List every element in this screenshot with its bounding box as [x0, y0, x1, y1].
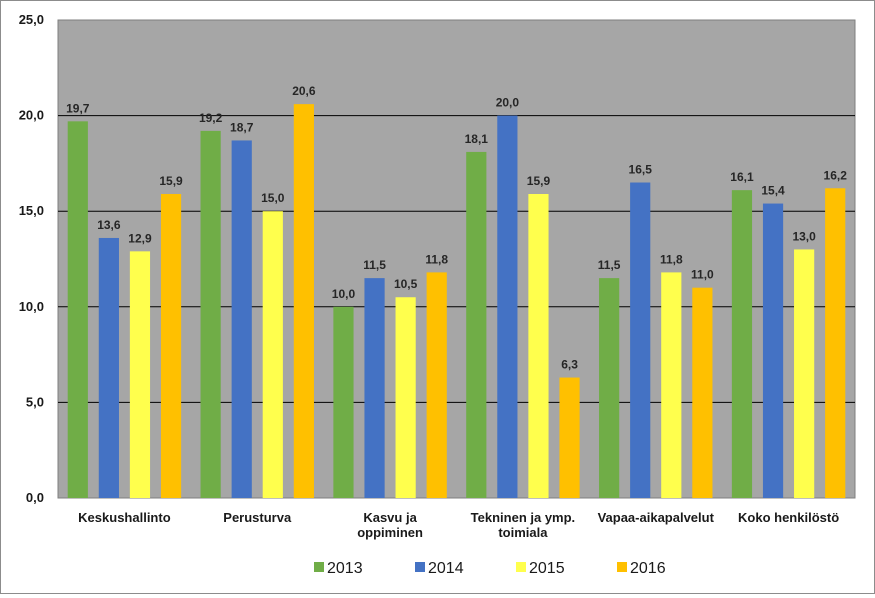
data-label: 13,6 [97, 218, 121, 232]
bar-2013 [731, 190, 753, 498]
bar-2014 [98, 237, 119, 498]
y-axis: 0,0 5,0 10,0 15,0 20,0 25,0 [19, 12, 44, 505]
legend-label: 2013 [327, 560, 363, 577]
x-category-label: Keskushallinto [78, 510, 171, 525]
bar-2013 [200, 130, 221, 498]
y-tick-label: 20,0 [19, 108, 44, 123]
data-label: 16,1 [730, 170, 754, 184]
legend-swatch-2016 [617, 562, 627, 572]
data-label: 20,0 [496, 96, 520, 110]
bar-2013 [333, 306, 354, 498]
bar-2015 [262, 211, 283, 498]
bar-2015 [528, 193, 549, 498]
y-tick-label: 0,0 [26, 490, 44, 505]
x-category-label: Tekninen ja ymp. [471, 510, 576, 525]
data-label: 11,5 [598, 258, 621, 272]
data-label: 13,0 [792, 229, 816, 243]
data-label: 11,5 [363, 258, 386, 272]
data-label: 18,7 [230, 120, 254, 134]
data-label: 15,9 [159, 174, 183, 188]
data-label: 10,5 [394, 277, 418, 291]
gridlines [58, 115, 855, 403]
x-category-label: Kasvu ja [363, 510, 417, 525]
bar-2015 [661, 272, 682, 498]
bar-2014 [762, 203, 784, 498]
x-category-label: Koko henkilöstö [738, 510, 839, 525]
y-tick-label: 25,0 [19, 12, 44, 27]
data-label: 19,7 [66, 101, 90, 115]
data-label: 11,8 [425, 252, 448, 266]
x-category-label: toimiala [498, 525, 548, 540]
bar-2016 [293, 104, 314, 499]
y-tick-label: 5,0 [26, 394, 44, 409]
x-category-label: oppiminen [357, 525, 423, 540]
x-category-label: Perusturva [223, 510, 292, 525]
data-label: 15,9 [527, 174, 551, 188]
data-label: 11,8 [660, 252, 683, 266]
bar-2013 [466, 151, 487, 499]
bar-2013 [67, 121, 88, 498]
legend: 2013 2014 2015 2016 [314, 560, 666, 577]
legend-label: 2014 [428, 560, 464, 577]
data-label: 20,6 [292, 84, 316, 98]
bar-2016 [692, 287, 713, 498]
bar-2015 [794, 249, 815, 498]
data-label: 11,0 [691, 268, 714, 282]
bar-2016 [559, 377, 580, 498]
legend-label: 2016 [630, 560, 666, 577]
bar-2014 [630, 182, 651, 498]
bars [67, 104, 846, 499]
y-tick-label: 15,0 [19, 203, 44, 218]
bar-2014 [497, 115, 518, 498]
data-label: 18,1 [465, 132, 489, 146]
data-label: 19,2 [199, 111, 223, 125]
legend-swatch-2014 [415, 562, 425, 572]
bar-2016 [426, 272, 447, 498]
plot-area [57, 19, 856, 499]
data-label: 15,4 [761, 184, 785, 198]
bar-2016 [160, 193, 182, 498]
bar-2014 [364, 278, 385, 498]
x-axis: Keskushallinto Perusturva Kasvu jaoppimine… [78, 510, 839, 540]
data-label: 12,9 [128, 231, 152, 245]
data-label: 6,3 [561, 358, 578, 372]
bar-2014 [231, 140, 252, 498]
x-category-label: Vapaa-aikapalvelut [598, 510, 715, 525]
data-labels: 19,7 13,6 12,9 15,9 19,2 18,7 15,0 20,6 10,0 11,5… [66, 84, 847, 371]
bar-2015 [395, 297, 416, 498]
bar-2013 [599, 278, 620, 498]
data-label: 15,0 [261, 191, 285, 205]
data-label: 16,5 [629, 163, 653, 177]
data-label: 10,0 [332, 287, 356, 301]
bar-2016 [825, 188, 846, 499]
legend-swatch-2015 [516, 562, 526, 572]
bar-2015 [129, 251, 151, 498]
data-label: 16,2 [824, 168, 848, 182]
legend-swatch-2013 [314, 562, 324, 572]
legend-label: 2015 [529, 560, 565, 577]
y-tick-label: 10,0 [19, 299, 44, 314]
